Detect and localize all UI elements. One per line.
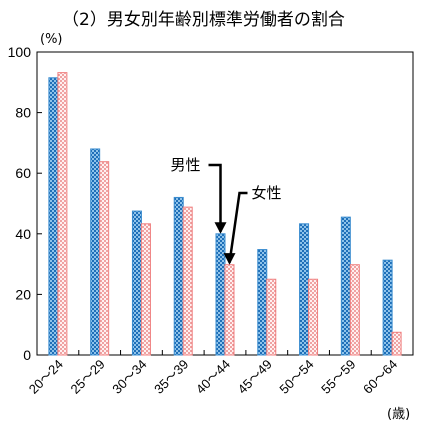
bar-female <box>224 264 235 356</box>
y-axis-unit: (%) <box>40 32 63 47</box>
bar-male <box>90 148 101 356</box>
chart-title: （2）男女別年齢別標準労働者の割合 <box>62 10 345 30</box>
y-tick-label: 100 <box>8 44 32 60</box>
annotation-arrow <box>208 163 222 232</box>
bar-male <box>340 216 351 356</box>
bar-female <box>391 331 402 356</box>
x-tick-label: 45～49 <box>235 357 275 397</box>
bar-female <box>349 264 360 356</box>
bar-female <box>57 72 68 356</box>
annotation-arrow <box>228 191 248 263</box>
bar-female <box>266 278 277 356</box>
bar-male <box>382 259 393 356</box>
bar-female <box>182 206 193 356</box>
bar-male <box>299 223 310 356</box>
bar-male <box>173 196 184 356</box>
annotation-label: 男性 <box>171 156 201 174</box>
y-tick-label: 80 <box>15 105 31 121</box>
x-tick-label: 25～29 <box>68 357 108 397</box>
x-tick-label: 35～39 <box>151 357 191 397</box>
plot-area: 0 20 40 60 80 100 20～24 25～29 30～34 35～39 40～44 45～… <box>8 44 414 397</box>
x-tick-label: 50～54 <box>276 357 316 397</box>
y-tick-label: 40 <box>15 226 31 242</box>
bar-male <box>215 233 226 356</box>
bar-male <box>131 210 142 356</box>
x-tick-label: 60～64 <box>360 357 400 397</box>
x-tick-label: 55～59 <box>318 357 358 397</box>
bar-female <box>99 161 110 356</box>
annotation-arrowhead <box>223 253 236 265</box>
bar-female <box>140 223 151 356</box>
annotation-label: 女性 <box>252 184 282 202</box>
x-tick-label: 30～34 <box>109 357 149 397</box>
bar-male <box>48 77 59 356</box>
bar-male <box>257 249 268 356</box>
bar-female <box>308 278 319 356</box>
x-tick-label: 20～24 <box>26 357 66 397</box>
y-tick-label: 0 <box>23 347 31 363</box>
x-tick-label: 40～44 <box>193 357 233 397</box>
annotation-arrowhead <box>214 222 227 234</box>
y-tick-label: 60 <box>15 165 31 181</box>
y-tick-label: 20 <box>15 286 31 302</box>
x-axis-unit: (歳) <box>387 407 410 422</box>
